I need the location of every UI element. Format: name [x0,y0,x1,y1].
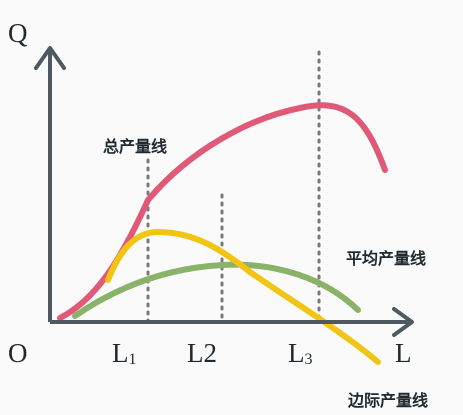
total-product-curve [57,102,388,321]
x-axis-arrow-icon [392,307,414,337]
tick-label-l3: L3 [288,338,313,368]
tick-label-l2: L2 [187,338,217,368]
marginal-product-label: 边际产量线 [347,391,428,410]
average-product-curve [72,261,361,319]
y-axis-label: Q [8,18,28,48]
total-product-label: 总产量线 [103,137,167,156]
tick-label-l1: L1 [112,338,137,368]
y-axis-arrow-icon [34,46,66,70]
origin-label: O [8,338,28,368]
x-axis-label: L [395,338,412,368]
average-product-label: 平均产量线 [346,249,426,268]
